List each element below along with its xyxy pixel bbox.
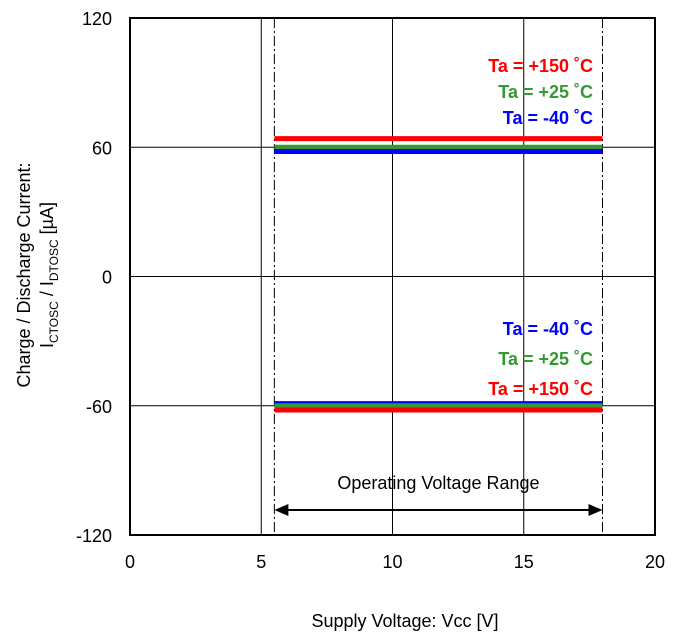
- operating-range-annotation: Operating Voltage Range: [274, 473, 603, 516]
- x-axis-label: Supply Voltage: Vcc [V]: [311, 611, 498, 631]
- y-axis-label: Charge / Discharge Current: ICTOSC / IDT…: [14, 162, 61, 387]
- y-tick-label: 0: [102, 268, 112, 288]
- y-label-sub1: CTOSC: [47, 301, 61, 343]
- legend-entry: Ta = +150 ˚C: [488, 56, 593, 76]
- y-tick-label: 120: [82, 9, 112, 29]
- y-label-sub2: DTOSC: [47, 239, 61, 281]
- arrowhead-left: [274, 504, 289, 516]
- operating-range-markers: [273, 18, 603, 535]
- y-tick-label: -120: [76, 526, 112, 546]
- arrowhead-right: [588, 504, 603, 516]
- legend: Ta = +150 ˚C Ta = +25 ˚C Ta = -40 ˚C Ta = -…: [488, 56, 593, 399]
- y-label-i1: I: [37, 343, 57, 348]
- legend-entry: Ta = +25 ˚C: [498, 82, 593, 102]
- legend-entry: Ta = +150 ˚C: [488, 379, 593, 399]
- x-tick-label: 15: [514, 552, 534, 572]
- legend-entry: Ta = -40 ˚C: [503, 108, 593, 128]
- x-tick-label: 20: [645, 552, 665, 572]
- series-lines: [274, 136, 603, 413]
- x-tick-label: 0: [125, 552, 135, 572]
- y-label-unit: [µA]: [37, 202, 57, 239]
- y-tick-label: -60: [86, 397, 112, 417]
- y-axis-label-line2: ICTOSC / IDTOSC [µA]: [37, 202, 61, 348]
- y-label-mid: / I: [37, 281, 57, 301]
- legend-entry: Ta = +25 ˚C: [498, 349, 593, 369]
- plot-frame: [129, 17, 656, 536]
- x-tick-label: 5: [256, 552, 266, 572]
- y-tick-label: 60: [92, 138, 112, 158]
- x-tick-label: 10: [382, 552, 402, 572]
- operating-range-label: Operating Voltage Range: [337, 473, 539, 493]
- tick-labels: 0 5 10 15 20 120 60 0 -60 -120: [76, 9, 665, 572]
- legend-entry: Ta = -40 ˚C: [503, 319, 593, 339]
- y-axis-label-line1: Charge / Discharge Current:: [14, 162, 34, 387]
